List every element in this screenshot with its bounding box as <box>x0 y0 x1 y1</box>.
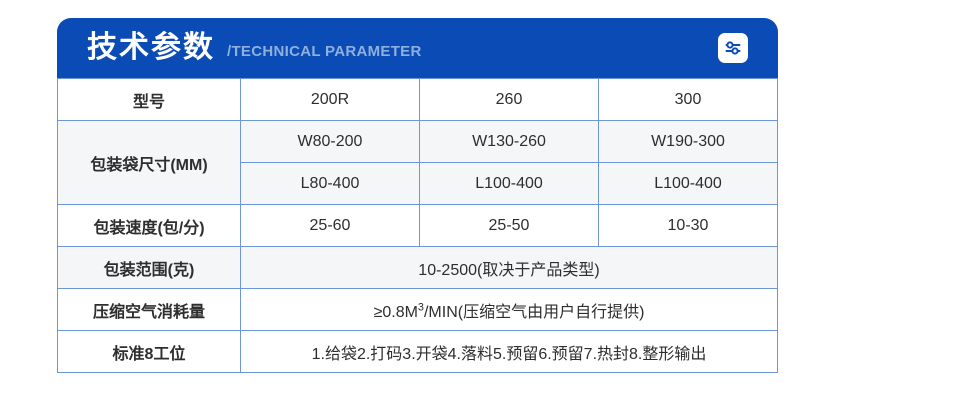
row-label-model: 型号 <box>57 78 241 121</box>
cell-baglength-200r: L80-400 <box>240 162 420 205</box>
table-row: L80-400 L100-400 L100-400 <box>58 162 778 205</box>
cell-bagwidth-260: W130-260 <box>419 120 599 163</box>
row-label-air-consumption: 压缩空气消耗量 <box>57 288 241 331</box>
cell-model-260: 260 <box>419 78 599 121</box>
technical-parameter-panel: 技术参数 /TECHNICAL PARAMETER 型号 200R 260 30… <box>57 18 778 373</box>
cell-speed-300: 10-30 <box>598 204 778 247</box>
cell-speed-260: 25-50 <box>419 204 599 247</box>
table-row: 包装袋尺寸(MM) W80-200 W130-260 W190-300 <box>57 120 778 205</box>
cell-air-consumption-value: ≥0.8M3/MIN(压缩空气由用户自行提供) <box>240 288 778 331</box>
row-label-speed: 包装速度(包/分) <box>57 204 241 247</box>
cell-model-300: 300 <box>598 78 778 121</box>
table-row: 型号 200R 260 300 <box>57 78 778 121</box>
panel-header: 技术参数 /TECHNICAL PARAMETER <box>57 18 778 78</box>
table-row: 压缩空气消耗量 ≥0.8M3/MIN(压缩空气由用户自行提供) <box>57 288 778 331</box>
cell-baglength-260: L100-400 <box>419 162 599 205</box>
page-subtitle: /TECHNICAL PARAMETER <box>227 42 422 60</box>
air-value-prefix: ≥0.8M <box>373 303 418 321</box>
cell-stations-value: 1.给袋2.打码3.开袋4.落料5.预留6.预留7.热封8.整形输出 <box>240 330 778 373</box>
page-title: 技术参数 <box>87 31 215 64</box>
row-label-weight-range: 包装范围(克) <box>57 246 241 289</box>
table-row: 包装速度(包/分) 25-60 25-50 10-30 <box>57 204 778 247</box>
table-row: 标准8工位 1.给袋2.打码3.开袋4.落料5.预留6.预留7.热封8.整形输出 <box>57 330 778 373</box>
table-row: 包装范围(克) 10-2500(取决于产品类型) <box>57 246 778 289</box>
cell-weight-range-value: 10-2500(取决于产品类型) <box>240 246 778 289</box>
cell-bagwidth-200r: W80-200 <box>240 120 420 163</box>
sliders-icon[interactable] <box>718 33 748 63</box>
air-value-suffix: /MIN(压缩空气由用户自行提供) <box>423 303 645 321</box>
cell-bagwidth-300: W190-300 <box>598 120 778 163</box>
cell-model-200r: 200R <box>240 78 420 121</box>
cell-baglength-300: L100-400 <box>598 162 778 205</box>
air-value-exponent: 3 <box>417 301 424 314</box>
row-label-stations: 标准8工位 <box>57 330 241 373</box>
cell-speed-200r: 25-60 <box>240 204 420 247</box>
row-label-bag-size: 包装袋尺寸(MM) <box>57 120 241 205</box>
specification-table: 型号 200R 260 300 包装袋尺寸(MM) W80-200 W130-2… <box>57 78 778 373</box>
